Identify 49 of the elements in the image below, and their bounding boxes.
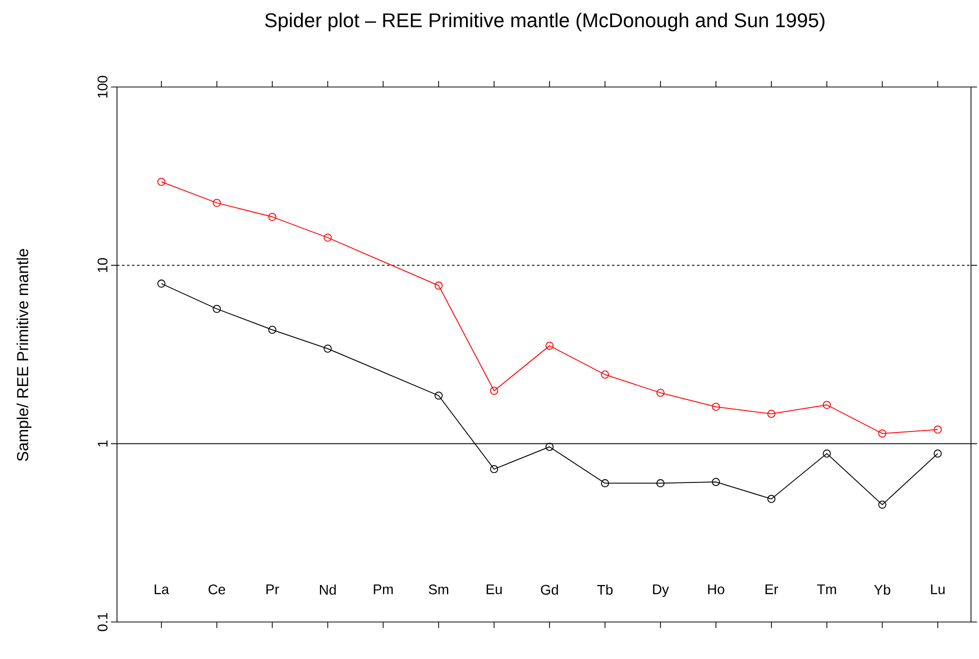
point: [324, 234, 332, 242]
point: [490, 465, 498, 474]
y-tick-label: 1: [98, 440, 108, 446]
x-tick-label: Eu: [486, 584, 502, 594]
x-tick-label: Pr: [266, 584, 280, 594]
y-tick-label: 10: [98, 258, 108, 272]
point: [712, 402, 720, 411]
point: [212, 304, 221, 313]
point: [656, 388, 665, 397]
point: [878, 500, 886, 509]
point: [268, 326, 276, 334]
x-tick-label: Gd: [540, 584, 558, 595]
point: [600, 479, 610, 488]
x-tick-label: Tm: [817, 584, 836, 594]
x-tick-label: Er: [766, 584, 778, 594]
point: [268, 212, 276, 221]
point: [490, 386, 498, 395]
point: [656, 479, 665, 488]
x-tick-label: Ce: [208, 584, 226, 594]
point: [212, 198, 221, 207]
point: [434, 282, 443, 290]
point: [434, 392, 443, 400]
x-tick-label: Nd: [320, 584, 336, 595]
y-tick-label: 0.1: [98, 612, 108, 632]
point: [157, 178, 166, 186]
x-tick-label: Ho: [708, 584, 724, 594]
x-tick-label: Lu: [931, 584, 945, 594]
y-axis-title: Sample/ REE Primitive mantle: [16, 248, 32, 462]
x-tick-label: Dy: [653, 584, 669, 597]
point: [934, 450, 942, 458]
point: [934, 426, 942, 434]
point: [822, 400, 831, 409]
point: [767, 410, 776, 418]
chart-title: Spider plot – REE Primitive mantle (McDonough and Sun 1995): [265, 12, 824, 32]
x-tick-label: Yb: [874, 584, 890, 595]
x-tick-label: Sm: [428, 584, 448, 594]
point: [878, 429, 886, 438]
point: [767, 494, 776, 503]
point: [324, 344, 332, 353]
x-tick-label: La: [154, 584, 170, 594]
x-tick-label: Pm: [374, 584, 393, 594]
point: [822, 450, 831, 458]
point: [546, 442, 554, 451]
point: [546, 342, 554, 350]
point: [157, 280, 166, 288]
y-tick-label: 100: [98, 76, 108, 98]
x-tick-label: Tb: [597, 584, 613, 595]
point: [600, 370, 610, 379]
point: [712, 478, 720, 486]
